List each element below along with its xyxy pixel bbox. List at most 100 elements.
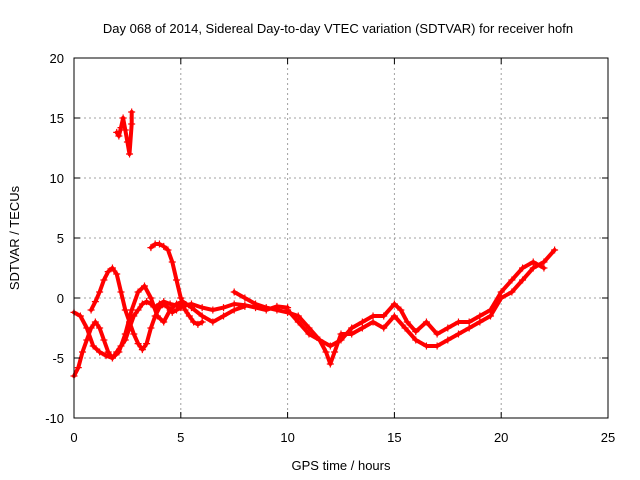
data-point	[454, 318, 462, 326]
data-point	[164, 246, 172, 254]
data-point	[403, 318, 411, 326]
data-point	[337, 330, 345, 338]
data-point	[476, 312, 484, 320]
x-tick-label: 15	[387, 430, 401, 445]
series-trace-f	[284, 258, 548, 350]
series-trace-g	[113, 108, 136, 158]
x-tick-label: 0	[70, 430, 77, 445]
data-point	[190, 318, 198, 326]
y-tick-label: -5	[52, 351, 64, 366]
data-point	[134, 340, 142, 348]
data-point	[143, 298, 151, 306]
data-point	[508, 276, 516, 284]
data-point	[128, 108, 136, 116]
data-point	[185, 312, 193, 320]
data-point	[273, 306, 281, 314]
data-point	[87, 306, 95, 314]
data-point	[96, 348, 104, 356]
data-point	[121, 126, 129, 134]
data-point	[369, 318, 377, 326]
data-point	[294, 318, 302, 326]
data-point	[147, 324, 155, 332]
data-point	[128, 306, 136, 314]
y-tick-label: 0	[57, 291, 64, 306]
data-point	[134, 306, 142, 314]
data-point	[117, 124, 125, 132]
grid	[74, 58, 608, 418]
data-point	[123, 138, 131, 146]
series-trace-a	[70, 298, 292, 380]
data-point	[412, 336, 420, 344]
data-point	[230, 288, 238, 296]
data-point	[358, 318, 366, 326]
series-trace-b	[70, 282, 249, 362]
data-point	[508, 288, 516, 296]
series-trace	[72, 284, 247, 360]
data-point	[390, 312, 398, 320]
data-point	[140, 282, 148, 290]
y-tick-label: 15	[50, 111, 64, 126]
data-point	[540, 258, 548, 266]
data-point	[444, 336, 452, 344]
data-point	[126, 318, 134, 326]
data-point	[390, 300, 398, 308]
x-tick-label: 10	[280, 430, 294, 445]
data-point	[91, 298, 99, 306]
data-point	[160, 318, 168, 326]
y-tick-label: 10	[50, 171, 64, 186]
data-point	[96, 288, 104, 296]
series-trace	[89, 266, 183, 352]
data-point	[369, 312, 377, 320]
y-axis-label: SDTVAR / TECUs	[7, 185, 22, 290]
data-point	[380, 324, 388, 332]
data-point	[380, 312, 388, 320]
data-point	[529, 264, 537, 272]
data-point	[220, 304, 228, 312]
y-tick-label: -10	[45, 411, 64, 426]
data-point	[173, 276, 181, 284]
chart-title: Day 068 of 2014, Sidereal Day-to-day VTE…	[103, 21, 573, 36]
data-point	[121, 306, 129, 314]
data-point	[252, 300, 260, 308]
data-point	[198, 304, 206, 312]
data-point	[177, 294, 185, 302]
data-point	[91, 318, 99, 326]
data-point	[166, 300, 174, 308]
x-axis-label: GPS time / hours	[292, 458, 391, 473]
data-point	[74, 364, 82, 372]
data-point	[121, 330, 129, 338]
data-point	[115, 348, 123, 356]
data-point	[194, 320, 202, 328]
data-point	[326, 342, 334, 350]
series-trace-d	[147, 240, 206, 328]
data-point	[476, 318, 484, 326]
data-point	[108, 354, 116, 362]
x-tick-label: 25	[601, 430, 615, 445]
data-point	[209, 306, 217, 314]
data-point	[160, 242, 168, 250]
data-point	[348, 324, 356, 332]
data-point	[147, 294, 155, 302]
data-point	[168, 258, 176, 266]
data-point	[316, 336, 324, 344]
data-point	[119, 114, 127, 122]
y-tick-label: 5	[57, 231, 64, 246]
data-point	[529, 258, 537, 266]
data-point	[454, 330, 462, 338]
data-point	[487, 306, 495, 314]
data-point	[187, 304, 195, 312]
data-point	[108, 264, 116, 272]
data-point	[117, 288, 125, 296]
data-point	[155, 304, 163, 312]
data-point	[433, 342, 441, 350]
data-point	[209, 318, 217, 326]
data-point	[96, 324, 104, 332]
data-point	[422, 318, 430, 326]
data-point	[337, 336, 345, 344]
data-point	[100, 276, 108, 284]
data-point	[230, 306, 238, 314]
y-tick-label: 20	[50, 51, 64, 66]
data-point	[241, 302, 249, 310]
